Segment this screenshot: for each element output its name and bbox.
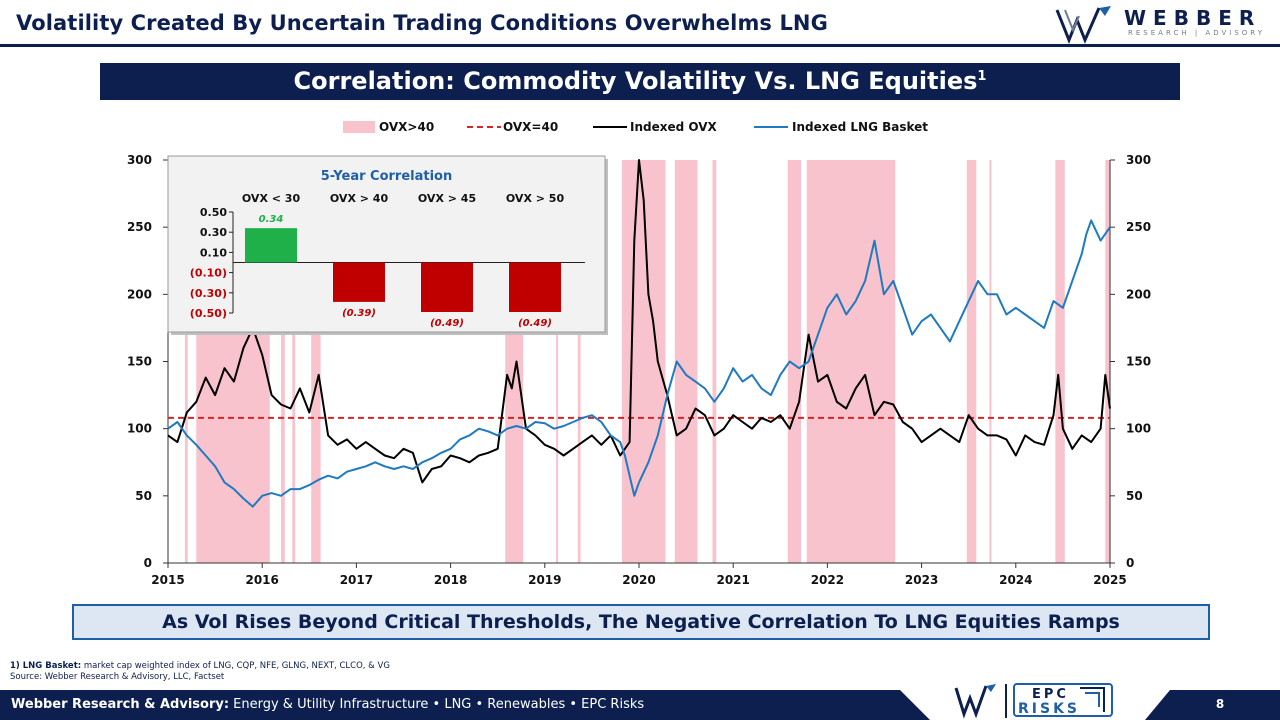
banner-footnote-mark: 1 [977, 69, 987, 84]
inset-y-tick-label: 0.50 [200, 206, 227, 219]
inset-y-tick-label: (0.30) [190, 287, 227, 300]
epc-text: EPC [1032, 687, 1069, 702]
correlation-data-label: (0.49) [518, 318, 552, 329]
legend-ovx-40-label: OVX=40 [503, 120, 558, 134]
inset-category-label: OVX > 40 [330, 192, 389, 205]
inset-category-label: OVX > 50 [506, 192, 565, 205]
chart-banner: Correlation: Commodity Volatility Vs. LN… [100, 63, 1180, 100]
footnote-mark: 1) LNG Basket: [10, 661, 82, 671]
y-tick-label: 300 [127, 153, 152, 167]
x-tick-label: 2019 [528, 573, 561, 587]
x-tick-label: 2017 [340, 573, 373, 587]
footnote: 1) LNG Basket: market cap weighted index… [10, 661, 390, 683]
footer-company: Webber Research & Advisory: [11, 697, 230, 712]
ovx-above-40-shading [712, 160, 717, 563]
inset-y-tick-label: 0.10 [200, 246, 227, 259]
legend-indexed-ovx-label: Indexed OVX [630, 120, 718, 134]
correlation-data-label: 0.34 [259, 214, 284, 225]
y-tick-label: 50 [135, 489, 152, 503]
inset-y-tick-label: (0.10) [190, 267, 227, 280]
y2-tick-label: 200 [1126, 287, 1151, 301]
ovx-above-40-shading [674, 160, 698, 563]
ovx-above-40-shading [1105, 160, 1110, 563]
page-number: 8 [1215, 697, 1225, 711]
footer-text: Webber Research & Advisory: Energy & Uti… [11, 697, 644, 712]
ovx-above-40-shading [577, 160, 581, 563]
correlation-bar [421, 262, 473, 312]
x-tick-label: 2024 [999, 573, 1032, 587]
ovx-above-40-shading [1055, 160, 1065, 563]
source-line: Source: Webber Research & Advisory, LLC,… [10, 672, 225, 682]
x-tick-label: 2022 [811, 573, 844, 587]
x-tick-label: 2018 [434, 573, 467, 587]
inset-category-label: OVX < 30 [242, 192, 301, 205]
banner-title: Correlation: Commodity Volatility Vs. LN… [293, 67, 978, 95]
ovx-above-40-shading [281, 160, 285, 563]
title-divider [0, 44, 1280, 47]
inset-category-label: OVX > 45 [418, 192, 476, 205]
indexed-lng-basket-line [167, 219, 1111, 508]
y-tick-label: 200 [127, 287, 152, 301]
ovx-above-40-shading [556, 160, 559, 563]
x-tick-label: 2020 [622, 573, 655, 587]
y2-tick-label: 250 [1126, 220, 1151, 234]
ovx-above-40-shading [806, 160, 896, 563]
logo-wordmark: WEBBER [1124, 6, 1262, 30]
ovx-above-40-shading [989, 160, 992, 563]
ovx-above-40-shading [966, 160, 977, 563]
ovx-above-40-shading [787, 160, 802, 563]
correlation-bar [333, 262, 385, 302]
correlation-bar [509, 262, 561, 312]
legend-ovx-above-40-swatch [343, 121, 375, 133]
x-tick-label: 2023 [905, 573, 938, 587]
epc-risks-logo-icon: EPC RISKS [954, 683, 1113, 719]
footer-tagline: Energy & Utility Infrastructure • LNG • … [229, 697, 645, 712]
correlation-data-label: (0.49) [430, 318, 464, 329]
ovx-above-40-shading [292, 160, 296, 563]
ovx-above-40-shading [184, 160, 188, 563]
x-tick-label: 2016 [245, 573, 278, 587]
indexed-ovx-line [167, 159, 1111, 484]
y2-tick-label: 0 [1126, 556, 1134, 570]
footer-bar [0, 690, 1280, 720]
page-title: Volatility Created By Uncertain Trading … [16, 11, 828, 35]
logo-subtitle: RESEARCH | ADVISORY [1128, 29, 1265, 37]
x-tick-label: 2021 [716, 573, 749, 587]
correlation-data-label: (0.39) [342, 308, 376, 319]
risks-text: RISKS [1018, 701, 1080, 717]
legend-indexed-lng-label: Indexed LNG Basket [792, 120, 928, 134]
x-tick-label: 2015 [151, 573, 184, 587]
y-tick-label: 100 [127, 422, 152, 436]
y2-tick-label: 50 [1126, 489, 1143, 503]
correlation-bar [245, 228, 297, 263]
footnote-text: market cap weighted index of LNG, CQP, N… [81, 661, 390, 671]
y2-tick-label: 150 [1126, 355, 1151, 369]
inset-y-tick-label: 0.30 [200, 226, 227, 239]
y2-tick-label: 100 [1126, 422, 1151, 436]
y-tick-label: 250 [127, 220, 152, 234]
y2-tick-label: 300 [1126, 153, 1151, 167]
key-takeaway-callout: As Vol Rises Beyond Critical Thresholds,… [72, 604, 1210, 640]
y-tick-label: 150 [127, 355, 152, 369]
legend-ovx-above-40-label: OVX>40 [379, 120, 434, 134]
inset-title: 5-Year Correlation [321, 169, 452, 184]
volatility-chart: 0 0 50 50 100 100 150 150 200 200 250 250 300 300 2015… [127, 120, 1151, 587]
inset-y-tick-label: (0.50) [190, 307, 227, 320]
x-tick-label: 2025 [1093, 573, 1126, 587]
webber-logo-icon [1055, 6, 1111, 44]
ovx-above-40-shading [311, 160, 321, 563]
y-tick-label: 0 [144, 556, 152, 570]
